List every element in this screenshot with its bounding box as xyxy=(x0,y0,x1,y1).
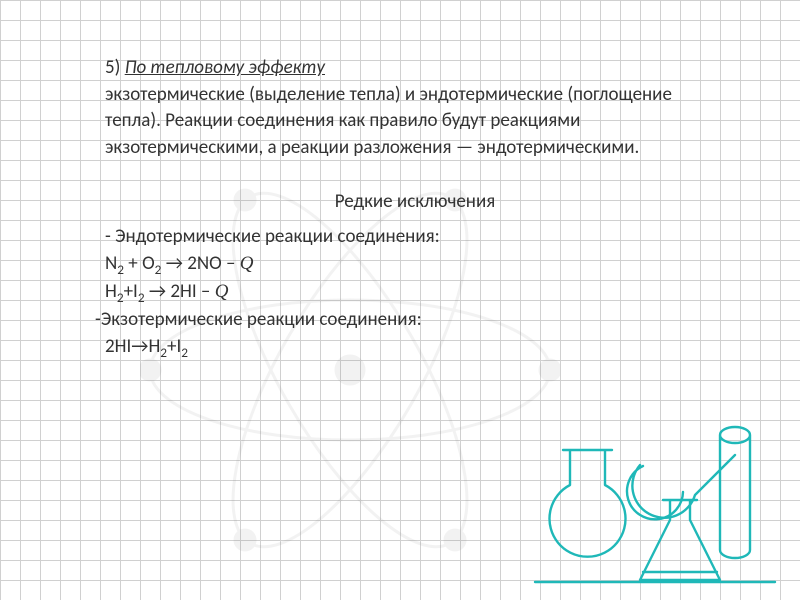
equation-1: N2 + O2 → 2NO – Q xyxy=(105,251,725,279)
eq2-plus: +I xyxy=(124,280,138,303)
equation-2: H2+I2 → 2HI – Q xyxy=(105,279,725,307)
heading-text: По тепловому эффекту xyxy=(125,56,325,79)
endo-label: - Эндотермические реакции соединения: xyxy=(105,224,725,251)
equation-3: 2HI→H2+I2 xyxy=(105,334,725,362)
eq3-plus: +I xyxy=(167,335,181,358)
eq2-sub2: 2 xyxy=(138,289,145,306)
paragraph-main: 5) По тепловому эффекту экзотермические … xyxy=(105,55,725,161)
eq1-plus: + O xyxy=(124,252,155,275)
eq1-arrow: → 2NO – xyxy=(161,252,239,275)
eq2-lhs: H xyxy=(105,280,117,303)
slide-text-block: 5) По тепловому эффекту экзотермические … xyxy=(105,55,725,362)
body-text: экзотермические (выделение тепла) и эндо… xyxy=(105,83,672,159)
eq2-arrow: → 2HI – xyxy=(145,280,215,303)
heading-number: 5) xyxy=(105,56,125,79)
eq1-sub1: 2 xyxy=(117,260,124,277)
eq2-q: Q xyxy=(215,281,229,302)
exo-label: -Экзотермические реакции соединения: xyxy=(95,307,725,334)
eq2-sub1: 2 xyxy=(117,289,124,306)
eq3-lhs: 2HI→H xyxy=(105,335,160,358)
eq1-lhs: N xyxy=(105,252,117,275)
eq3-sub2: 2 xyxy=(181,344,188,361)
exceptions-title: Редкие исключения xyxy=(105,189,725,216)
eq1-q: Q xyxy=(240,253,254,274)
flasks-illustration xyxy=(525,420,785,590)
